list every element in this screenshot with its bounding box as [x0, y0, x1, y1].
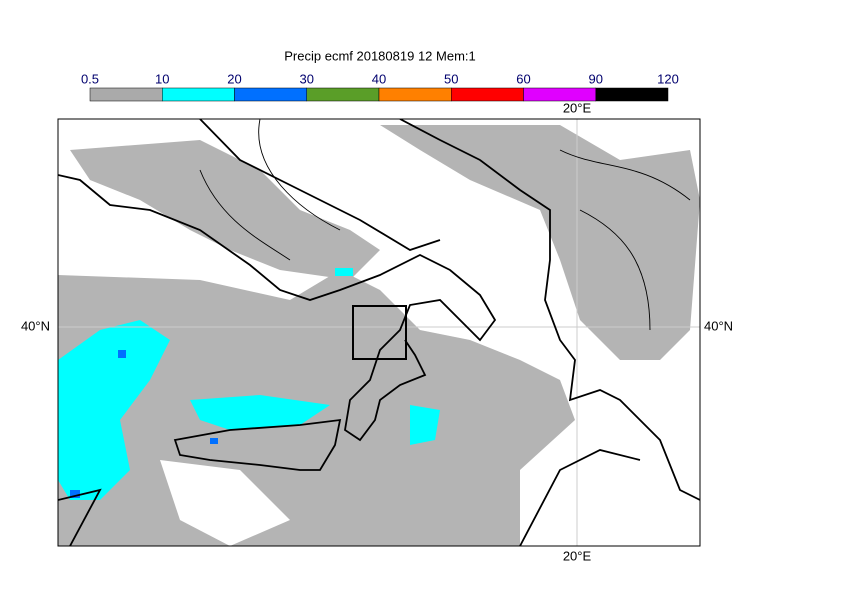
- colorbar-tick-label: 40: [372, 71, 386, 86]
- colorbar: 0.5 10 20 30 40 50 60 90 120: [81, 71, 679, 102]
- colorbar-tick-label: 20: [227, 71, 241, 86]
- lon-label: 20°E: [563, 548, 592, 563]
- colorbar-segment: [162, 87, 235, 102]
- colorbar-segment: [378, 87, 452, 102]
- colorbar-segment: [89, 87, 163, 102]
- colorbar-segment: [595, 87, 669, 102]
- colorbar-segment: [306, 87, 380, 102]
- colorbar-tick-label: 30: [300, 71, 314, 86]
- precip-field: [58, 125, 700, 546]
- colorbar-tick-label: 90: [589, 71, 603, 86]
- colorbar-tick-label: 50: [444, 71, 458, 86]
- colorbar-tick-label: 10: [155, 71, 169, 86]
- colorbar-tick-label: 0.5: [81, 71, 99, 86]
- colorbar-segment: [234, 87, 307, 102]
- colorbar-tick-label: 120: [657, 71, 679, 86]
- lat-label: 40°N: [21, 318, 50, 333]
- lon-label: 20°E: [563, 100, 592, 115]
- title: Precip ecmf 20180819 12 Mem:1: [284, 48, 476, 63]
- colorbar-segment: [451, 87, 524, 102]
- lat-label: 40°N: [704, 318, 733, 333]
- map: 20°E 20°E 40°N 40°N: [21, 100, 733, 563]
- colorbar-tick-label: 60: [516, 71, 530, 86]
- colorbar-segment: [523, 87, 596, 102]
- coastlines: [58, 119, 700, 546]
- focus-box: [352, 305, 407, 360]
- map-frame: [57, 118, 701, 547]
